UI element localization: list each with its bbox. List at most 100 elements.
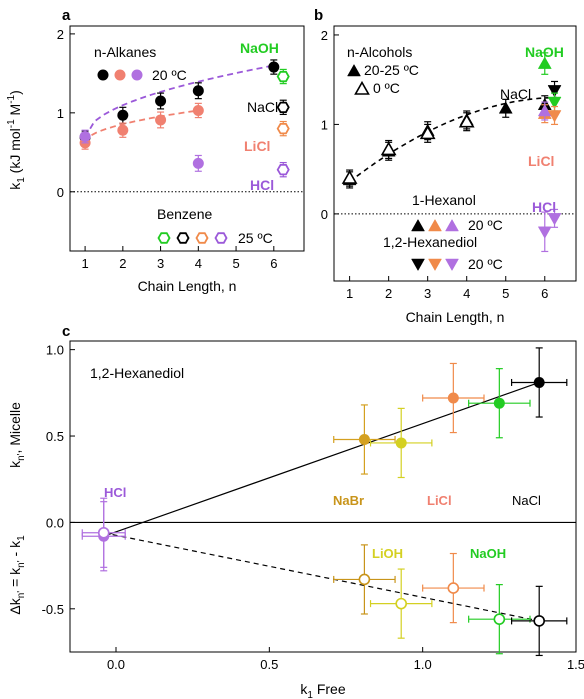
data-point-c	[395, 597, 408, 610]
fit-line-b	[349, 96, 557, 183]
panel-a-frame	[69, 25, 305, 252]
panel-label-c: c	[62, 323, 70, 340]
panel-c-ytick-label: -0.5	[42, 602, 64, 617]
legend-label-open: 0 ºC	[373, 80, 400, 96]
panel-a-xtick-label: 2	[119, 256, 126, 271]
legend-title-hexanol: 1-Hexanol	[412, 192, 476, 208]
fit-line-a	[84, 64, 274, 138]
data-point-a	[276, 123, 290, 135]
panel-b-xtick-label: 6	[541, 286, 548, 301]
panel-c-ytick-label: 1.0	[46, 343, 64, 358]
data-point-b	[547, 110, 562, 123]
panel-b-ytick-label: 0	[321, 207, 328, 222]
data-point-a	[276, 163, 290, 176]
legend-markers-hexanol	[411, 218, 459, 232]
legend-marker-hexanol	[445, 218, 459, 232]
panel-c-frame	[69, 340, 577, 653]
panel-label-a: a	[62, 7, 71, 24]
data-point-b	[547, 96, 562, 110]
data-point-a	[117, 124, 129, 136]
panel-b-xlabel: Chain Length, n	[406, 309, 505, 325]
data-point-a	[117, 109, 129, 121]
panel-c-title: 1,2-Hexanediol	[90, 365, 184, 381]
data-point-b	[537, 56, 552, 69]
panel-c-xtick-label: 0.0	[107, 657, 125, 672]
label-hcl-c: HCl	[104, 485, 126, 500]
legend-marker-hexanediol	[428, 258, 442, 272]
data-point-c	[395, 437, 407, 449]
data-point-c	[447, 392, 459, 404]
panel-c-ylabel-top: kn', Micelle	[7, 402, 27, 468]
data-point-a	[192, 85, 204, 97]
panel-a-ytick-label: 2	[57, 27, 64, 42]
data-point-a	[155, 95, 167, 107]
legend-title-alkanes: n-Alkanes	[94, 44, 156, 60]
data-point-a	[276, 101, 290, 113]
data-point-a	[192, 157, 204, 169]
panel-c-xtick-label: 1.0	[414, 657, 432, 672]
legend-label-filled: 20-25 ºC	[364, 62, 419, 78]
legend-label-hexanediol: 20 ºC	[468, 256, 503, 272]
panel-c-ylabel-bottom: Δkn' = kn' - k1	[7, 535, 27, 615]
legend-title-alcohols: n-Alcohols	[347, 44, 412, 60]
legend-marker-filled-triangle	[347, 63, 361, 77]
panel-b-ytick-label: 2	[321, 28, 328, 43]
label-nacl-a: NaCl	[247, 99, 278, 115]
legend-label-hexanol: 20 ºC	[468, 217, 503, 233]
panel-b-xtick-label: 4	[463, 286, 470, 301]
label-naoh-a: NaOH	[240, 40, 279, 56]
label-naoh-b: NaOH	[525, 44, 564, 60]
label-licl-c: LiCl	[427, 493, 452, 508]
panel-a-xtick-label: 5	[232, 256, 239, 271]
legend-marker-benzene	[214, 232, 228, 244]
panel-c: c 0.0 0.5 1.0 1.5 -0.5 0.0 0.5 1.0 1,2-Hexanedi…	[7, 323, 584, 699]
panel-b-xtick-label: 1	[346, 286, 353, 301]
data-point-c	[493, 397, 505, 409]
label-hcl-a: HCl	[250, 177, 274, 193]
legend-markers-benzene	[157, 232, 228, 244]
panel-b-xtick-label: 3	[424, 286, 431, 301]
legend-marker-alkanes	[114, 69, 126, 81]
data-point-b	[547, 213, 562, 226]
data-point-c	[493, 613, 506, 625]
panel-c-xlabel: k1 Free	[300, 681, 345, 699]
label-licl-b: LiCl	[528, 153, 554, 169]
data-point-a	[268, 61, 280, 73]
data-point-b	[458, 113, 475, 128]
panel-c-xtick-label: 1.5	[567, 657, 584, 672]
data-point-b	[547, 85, 562, 98]
panel-b-frame	[333, 25, 577, 282]
legend-marker-benzene	[157, 232, 171, 244]
fit-line-c-micelle	[103, 381, 540, 537]
label-naoh-c: NaOH	[470, 546, 506, 561]
legend-marker-benzene	[195, 232, 209, 244]
panel-label-b: b	[314, 7, 323, 24]
data-point-c	[447, 582, 460, 594]
legend-marker-open-triangle	[354, 80, 370, 95]
data-point-a	[155, 114, 167, 126]
data-point-c	[358, 433, 370, 445]
label-nabr-c: NaBr	[333, 493, 364, 508]
label-hcl-b: HCl	[532, 199, 556, 215]
data-point-c	[533, 615, 546, 627]
legend-marker-hexanol	[411, 218, 425, 232]
panel-a-ylabel: k1 (kJ mol-1 M-1)	[6, 90, 27, 190]
data-point-b	[537, 226, 552, 239]
data-point-a	[79, 131, 91, 143]
label-nacl-b: NaCl	[500, 86, 531, 102]
legend-marker-alkanes	[131, 69, 143, 81]
legend-title-hexanediol: 1,2-Hexanediol	[383, 234, 477, 250]
panel-a-xtick-label: 1	[81, 256, 88, 271]
fit-line-c-delta	[103, 532, 540, 622]
legend-marker-hexanediol	[411, 258, 425, 272]
panel-c-xtick-label: 0.5	[260, 657, 278, 672]
label-nacl-c: NaCl	[512, 493, 541, 508]
panel-b-ytick-label: 1	[321, 117, 328, 132]
panel-a-xtick-label: 3	[157, 256, 164, 271]
data-point-c	[533, 376, 545, 388]
panel-a: a 1 2 3 4 5 6 0 1 2 Chain Length, n k1 (kJ mol-1…	[6, 7, 305, 294]
panel-c-ytick-label: 0.0	[46, 515, 64, 530]
panel-b-xtick-label: 2	[385, 286, 392, 301]
legend-markers-alkanes	[97, 69, 143, 81]
